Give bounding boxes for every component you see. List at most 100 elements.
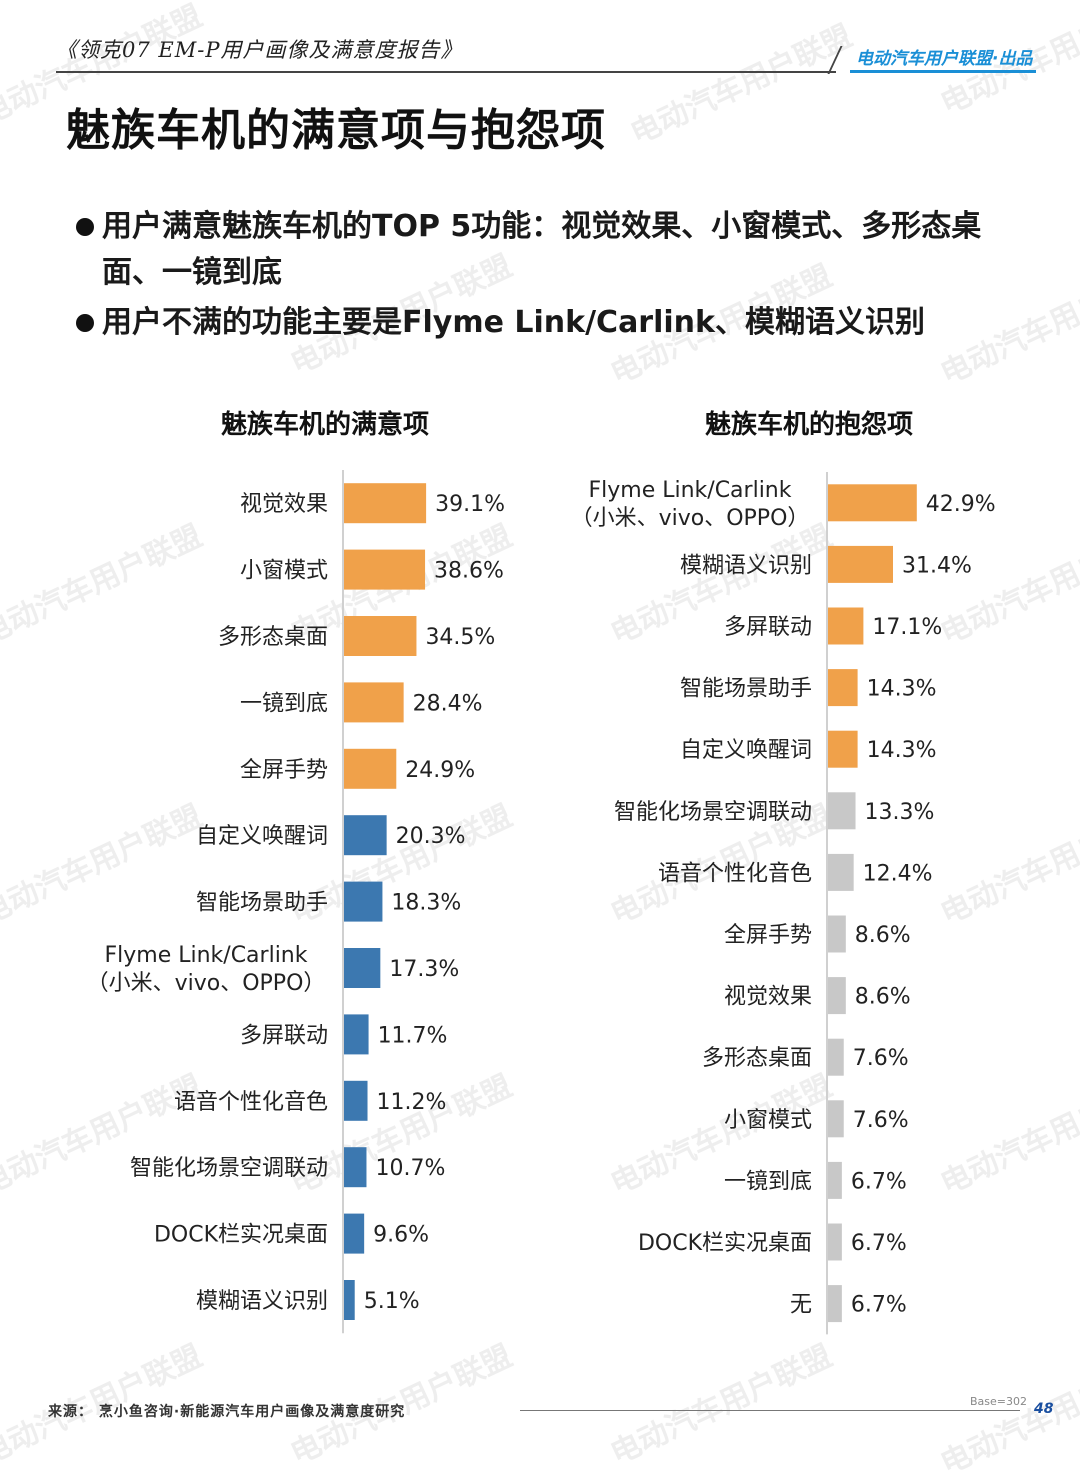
- report-title: 《领克07 EM-P用户画像及满意度报告》: [56, 38, 463, 62]
- bar: [344, 616, 417, 656]
- header-divider: [56, 71, 836, 73]
- bar: [344, 948, 381, 988]
- category-label: 小窗模式: [240, 559, 328, 584]
- brand-label: 电动汽车用户联盟·出品: [856, 49, 1033, 69]
- category-label: 智能场景助手: [196, 891, 328, 916]
- value-label: 6.7%: [851, 1169, 907, 1194]
- value-label: 13.3%: [865, 800, 935, 825]
- page-title: 魅族车机的满意项与抱怨项: [66, 105, 606, 156]
- value-label: 14.3%: [867, 677, 937, 702]
- category-label: 多屏联动: [724, 615, 812, 640]
- bar: [828, 669, 858, 707]
- bar: [828, 545, 893, 583]
- category-label: 小窗模式: [724, 1108, 812, 1133]
- value-label: 6.7%: [851, 1231, 907, 1256]
- category-label: Flyme Link/Carlink: [104, 943, 307, 968]
- bullet-text: 用户满意魅族车机的TOP 5功能：视觉效果、小窗模式、多形态桌面、一镜到底: [102, 209, 982, 290]
- bar: [828, 484, 917, 522]
- category-label: DOCK栏实况桌面: [154, 1223, 328, 1248]
- bar: [344, 815, 387, 856]
- value-label: 20.3%: [396, 824, 466, 849]
- bar: [344, 549, 426, 590]
- bar: [344, 1014, 369, 1055]
- category-label: 视觉效果: [724, 985, 812, 1010]
- category-label: （小米、vivo、OPPO）: [87, 971, 326, 996]
- value-label: 7.6%: [853, 1046, 909, 1071]
- category-label: 智能场景助手: [680, 677, 812, 702]
- bar: [828, 730, 858, 768]
- category-label: 模糊语义识别: [680, 553, 812, 578]
- bullet-dot-icon: [76, 314, 94, 332]
- category-label: 自定义唤醒词: [196, 824, 328, 849]
- bar: [828, 1223, 842, 1261]
- category-label: （小米、vivo、OPPO）: [571, 506, 810, 531]
- complaint-chart-title: 魅族车机的抱怨项: [704, 410, 913, 440]
- category-label: 自定义唤醒词: [680, 738, 812, 763]
- value-label: 34.5%: [425, 625, 495, 650]
- value-label: 5.1%: [364, 1289, 420, 1314]
- bar: [344, 1280, 355, 1320]
- bar: [828, 977, 846, 1015]
- category-label: 语音个性化音色: [174, 1090, 328, 1115]
- value-label: 9.6%: [373, 1223, 429, 1248]
- value-label: 14.3%: [867, 738, 937, 763]
- bar: [828, 607, 864, 645]
- value-label: 39.1%: [435, 492, 505, 517]
- brand-underline: [850, 70, 1036, 73]
- category-label: 多形态桌面: [218, 625, 328, 650]
- bar: [344, 483, 427, 524]
- value-label: 28.4%: [413, 691, 483, 716]
- category-label: 多形态桌面: [702, 1046, 812, 1071]
- bullet-dot-icon: [76, 218, 94, 236]
- footer-divider: [520, 1410, 1020, 1411]
- category-label: 一镜到底: [724, 1169, 812, 1194]
- value-label: 11.2%: [377, 1090, 447, 1115]
- value-label: 38.6%: [434, 559, 504, 584]
- category-label: 全屏手势: [240, 758, 328, 783]
- value-label: 17.1%: [872, 615, 942, 640]
- bar: [828, 1038, 844, 1076]
- bullet-text: 用户不满的功能主要是Flyme Link/Carlink、模糊语义识别: [102, 305, 925, 340]
- bar: [344, 1213, 365, 1254]
- category-label: 一镜到底: [240, 691, 328, 716]
- bar: [344, 1080, 368, 1121]
- category-label: 多屏联动: [240, 1023, 328, 1048]
- value-label: 24.9%: [405, 758, 475, 783]
- bar: [828, 792, 856, 830]
- bullet-complaints: 用户不满的功能主要是Flyme Link/Carlink、模糊语义识别: [76, 300, 1036, 346]
- value-label: 42.9%: [926, 492, 996, 517]
- value-label: 12.4%: [863, 861, 933, 886]
- category-label: DOCK栏实况桌面: [638, 1231, 812, 1256]
- bar: [828, 1100, 844, 1138]
- category-label: 智能化场景空调联动: [614, 800, 812, 825]
- bar: [828, 915, 846, 953]
- category-label: 模糊语义识别: [196, 1289, 328, 1314]
- category-label: 视觉效果: [240, 492, 328, 517]
- value-label: 31.4%: [902, 553, 972, 578]
- bar: [344, 748, 397, 789]
- category-label: Flyme Link/Carlink: [588, 478, 791, 503]
- value-label: 18.3%: [391, 891, 461, 916]
- page-number: 48: [1034, 1401, 1054, 1417]
- category-label: 无: [790, 1293, 812, 1318]
- category-label: 全屏手势: [724, 923, 812, 948]
- value-label: 6.7%: [851, 1293, 907, 1318]
- satisfied-bar-chart: 39.1% 视觉效果 38.6% 小窗模式 34.5% 多形态桌面 28.4% 一镜到底 24.…: [87, 470, 505, 1334]
- bar: [344, 881, 383, 922]
- value-label: 7.6%: [853, 1108, 909, 1133]
- base-note: Base=302: [970, 1395, 1027, 1408]
- category-label: 智能化场景空调联动: [130, 1156, 328, 1181]
- bar: [344, 1147, 367, 1188]
- value-label: 10.7%: [375, 1156, 445, 1181]
- bar: [828, 1161, 842, 1199]
- value-label: 8.6%: [855, 985, 911, 1010]
- category-label: 语音个性化音色: [658, 861, 812, 886]
- source-note: 来源： 烹小鱼咨询·新能源汽车用户画像及满意度研究: [48, 1404, 406, 1420]
- satisfied-chart-title: 魅族车机的满意项: [220, 410, 429, 440]
- value-label: 11.7%: [378, 1023, 448, 1048]
- value-label: 17.3%: [389, 957, 459, 982]
- bar: [828, 1285, 842, 1323]
- bar: [344, 682, 404, 723]
- bullet-satisfied: 用户满意魅族车机的TOP 5功能：视觉效果、小窗模式、多形态桌面、一镜到底: [76, 204, 1036, 296]
- summary-bullets: 用户满意魅族车机的TOP 5功能：视觉效果、小窗模式、多形态桌面、一镜到底 用户…: [76, 204, 1036, 350]
